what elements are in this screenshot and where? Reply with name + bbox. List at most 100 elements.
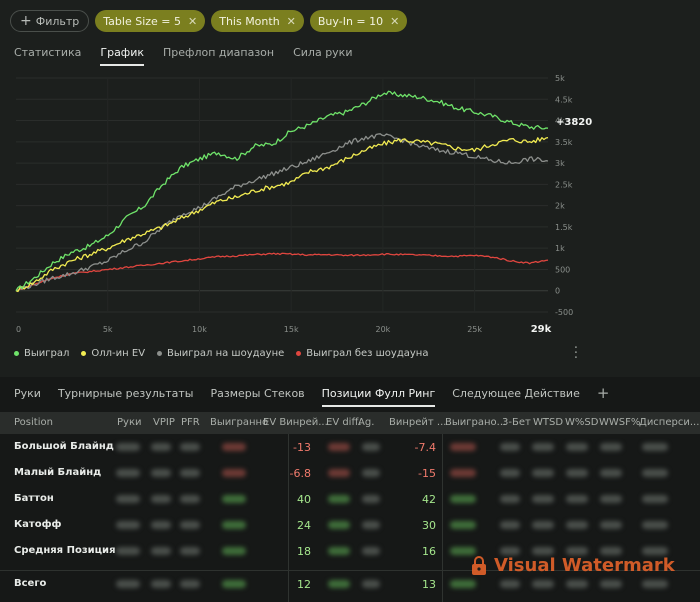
masked-cell: [328, 580, 350, 588]
masked-cell: [532, 580, 554, 588]
masked-cell: [151, 580, 171, 588]
masked-cell: [328, 495, 350, 503]
masked-cell: [116, 580, 140, 588]
tab-preflop-range[interactable]: Префлоп диапазон: [163, 46, 275, 59]
masked-cell: [328, 521, 350, 529]
close-icon[interactable]: ✕: [390, 14, 400, 28]
table-row[interactable]: Средняя Позиция 18 16: [0, 538, 700, 564]
table-row[interactable]: Большой Блайнд -13 -7.4: [0, 434, 700, 460]
column-header-ev-diff[interactable]: EV diff.: [326, 417, 362, 428]
table-total-row[interactable]: Всего 12 13: [0, 570, 700, 596]
masked-cell: [500, 443, 520, 451]
masked-cell: [642, 521, 668, 529]
column-header-ev-winrate[interactable]: EV Винрей...: [263, 417, 328, 428]
masked-cell: [180, 469, 200, 477]
legend-item-won-showdown[interactable]: Выиграл на шоудауне: [157, 348, 284, 359]
column-header-vpip[interactable]: VPIP: [153, 417, 175, 428]
filter-chip-label: Table Size = 5: [103, 14, 181, 28]
profit-chart: 5k 4.5k 4k 3.5k 3k 2.5k 2k 1.5k 1k 500 0 -500 0 5k 10…: [15, 74, 592, 335]
close-icon[interactable]: ✕: [286, 14, 296, 28]
y-tick-label: 0: [555, 287, 560, 296]
legend-label: Выиграл без шоудауна: [306, 348, 429, 359]
masked-cell: [500, 469, 520, 477]
masked-cell: [222, 521, 246, 529]
series-line-0: [15, 90, 549, 292]
masked-cell: [362, 469, 380, 477]
column-header-won-2[interactable]: Выиграно...: [445, 417, 507, 428]
tab-positions-full-ring[interactable]: Позиции Фулл Ринг: [321, 387, 436, 407]
ev-winrate-cell: 12: [297, 578, 311, 591]
legend-item-won-non-showdown[interactable]: Выиграл без шоудауна: [296, 348, 428, 359]
column-header-dispersion[interactable]: Дисперси...: [639, 417, 700, 428]
column-header-wtsd[interactable]: WTSD: [533, 417, 564, 428]
masked-cell: [362, 521, 380, 529]
column-header-won[interactable]: Выигранно: [210, 417, 269, 428]
more-options-icon[interactable]: · · ·: [573, 341, 579, 366]
top-tabs: Статистика График Префлоп диапазон Сила …: [14, 46, 371, 66]
y-tick-label: 3.5k: [555, 138, 573, 147]
tab-next-action[interactable]: Следующее Действие: [452, 387, 580, 400]
tab-hands[interactable]: Руки: [14, 387, 41, 400]
tab-hand-strength[interactable]: Сила руки: [293, 46, 353, 59]
masked-cell: [222, 495, 246, 503]
ev-winrate-cell: 18: [297, 545, 311, 558]
masked-cell: [151, 495, 171, 503]
column-header-position[interactable]: Position: [14, 417, 53, 428]
y-tick-label: 5k: [555, 74, 565, 83]
table-row[interactable]: Малый Блайнд -6.8 -15: [0, 460, 700, 486]
table-row[interactable]: Баттон 40 42: [0, 486, 700, 512]
masked-cell: [566, 547, 588, 555]
masked-cell: [328, 547, 350, 555]
filter-chip-label: Buy-In = 10: [317, 14, 384, 28]
masked-cell: [566, 469, 588, 477]
column-header-pfr[interactable]: PFR: [181, 417, 200, 428]
masked-cell: [600, 521, 622, 529]
tab-statistics[interactable]: Статистика: [14, 46, 82, 59]
winrate-cell: 30: [422, 519, 436, 532]
masked-cell: [642, 547, 668, 555]
masked-cell: [532, 521, 554, 529]
masked-cell: [600, 547, 622, 555]
masked-cell: [328, 443, 350, 451]
masked-cell: [600, 443, 622, 451]
column-header-wwsf[interactable]: WWSF%: [599, 417, 641, 428]
filter-chip-period[interactable]: This Month ✕: [211, 10, 304, 32]
column-header-wsd[interactable]: W%SD: [565, 417, 599, 428]
column-divider: [288, 434, 289, 602]
legend-dot: [81, 351, 87, 356]
column-header-aggression[interactable]: Ag.: [358, 417, 375, 428]
legend-item-won[interactable]: Выиграл: [14, 348, 69, 359]
column-header-3bet[interactable]: 3-Бет: [502, 417, 531, 428]
ev-winrate-cell: 40: [297, 493, 311, 506]
ev-winrate-cell: -6.8: [289, 467, 311, 480]
position-cell: Малый Блайнд: [14, 467, 102, 478]
add-tab-icon[interactable]: +: [596, 384, 610, 402]
tab-stack-sizes[interactable]: Размеры Стеков: [210, 387, 305, 400]
masked-cell: [642, 469, 668, 477]
masked-cell: [151, 521, 171, 529]
masked-cell: [642, 580, 668, 588]
masked-cell: [180, 495, 200, 503]
masked-cell: [180, 521, 200, 529]
filter-chip-table-size[interactable]: Table Size = 5 ✕: [95, 10, 206, 32]
tab-tournament-results[interactable]: Турнирные результаты: [57, 387, 194, 400]
filter-chip-buyin[interactable]: Buy-In = 10 ✕: [309, 10, 408, 32]
add-filter-button[interactable]: + Фильтр: [10, 10, 90, 32]
close-icon[interactable]: ✕: [188, 14, 198, 28]
masked-cell: [151, 469, 171, 477]
filter-chip-label: This Month: [219, 14, 280, 28]
table-row[interactable]: Катофф 24 30: [0, 512, 700, 538]
masked-cell: [450, 443, 476, 451]
y-axis: 5k 4.5k 4k 3.5k 3k 2.5k 2k 1.5k 1k 500 0 -500: [555, 74, 573, 317]
positions-table: Position Руки VPIP PFR Выигранно EV Винр…: [0, 412, 700, 596]
masked-cell: [500, 495, 520, 503]
series-line-1: [15, 136, 549, 293]
column-header-hands[interactable]: Руки: [117, 417, 142, 428]
column-header-winrate[interactable]: Винрейт ...: [389, 417, 447, 428]
winrate-cell: 13: [422, 578, 436, 591]
tab-graph[interactable]: График: [100, 46, 145, 66]
y-tick-label: 4k: [555, 117, 565, 126]
legend-item-allin-ev[interactable]: Олл-ин EV: [81, 348, 145, 359]
x-tick-label: 15k: [284, 325, 299, 334]
column-divider: [442, 434, 443, 602]
